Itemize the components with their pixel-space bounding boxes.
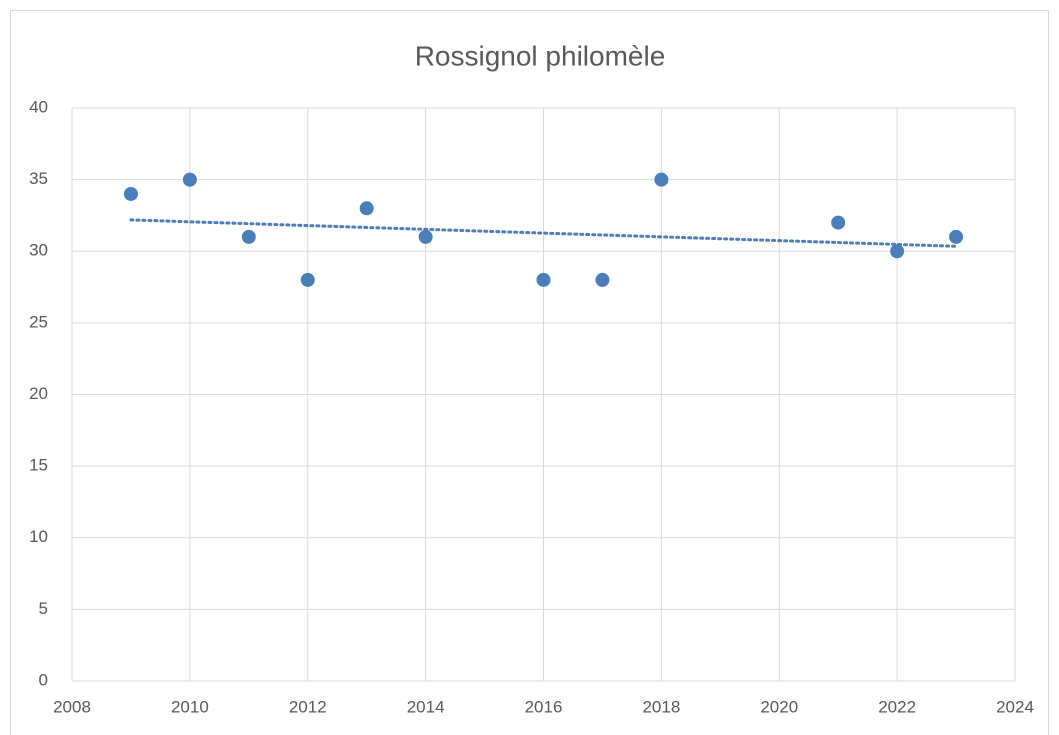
x-tick-label: 2014 [407, 697, 445, 716]
x-tick-label: 2010 [171, 697, 209, 716]
data-point [123, 186, 138, 201]
x-tick-label: 2008 [53, 697, 91, 716]
data-point [595, 272, 610, 287]
trendline [129, 218, 958, 248]
y-tick-label: 0 [39, 670, 48, 689]
data-point [182, 172, 197, 187]
chart-title: Rossignol philomèle [415, 40, 666, 71]
data-point [359, 201, 374, 216]
x-tick-label: 2022 [878, 697, 916, 716]
data-point [831, 215, 846, 230]
x-tick-label: 2020 [760, 697, 798, 716]
y-tick-label: 25 [29, 312, 48, 331]
chart-frame [10, 10, 1049, 735]
data-point [890, 244, 905, 259]
y-tick-label: 35 [29, 169, 48, 188]
x-tick-label: 2018 [642, 697, 680, 716]
x-tick-label: 2016 [525, 697, 563, 716]
data-point [300, 272, 315, 287]
x-tick-label: 2024 [996, 697, 1034, 716]
y-tick-label: 5 [39, 599, 48, 618]
x-tick-label: 2012 [289, 697, 327, 716]
data-point [536, 272, 551, 287]
data-point [654, 172, 669, 187]
y-tick-label: 40 [29, 97, 48, 116]
y-tick-label: 10 [29, 527, 48, 546]
data-point [418, 229, 433, 244]
y-tick-label: 30 [29, 241, 48, 260]
data-point [949, 229, 964, 244]
y-tick-label: 15 [29, 456, 48, 475]
data-point [241, 229, 256, 244]
y-tick-label: 20 [29, 384, 48, 403]
